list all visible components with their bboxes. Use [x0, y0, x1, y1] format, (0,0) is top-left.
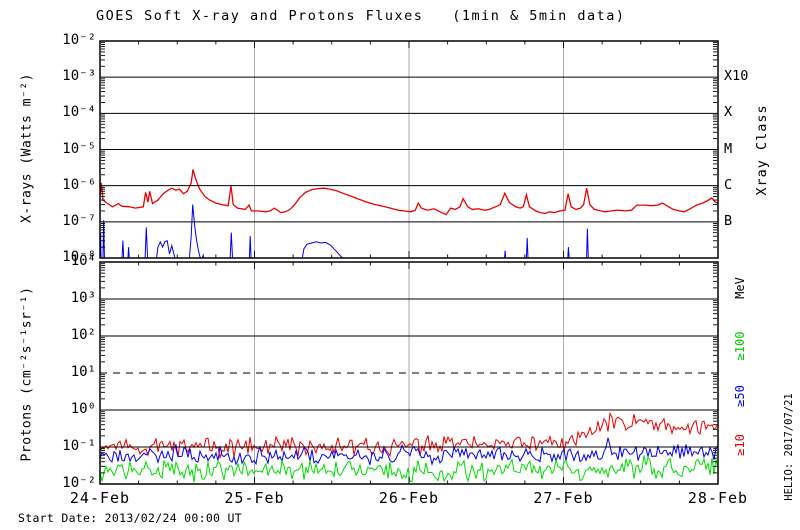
series-protons-ge100MeV	[100, 455, 718, 483]
xtick-label-27-Feb: 27-Feb	[533, 489, 594, 507]
xray-class-label-C: C	[724, 176, 733, 193]
ytick-label-proton-flux: 10⁴	[70, 253, 96, 269]
ytick-label-xray-flux: 10⁻⁷	[62, 212, 96, 229]
ytick-label-xray-flux: 10⁻⁴	[62, 104, 96, 121]
ytick-label-proton-flux: 10⁰	[70, 401, 96, 417]
proton-energy-label-ge10: ≥10	[733, 434, 747, 456]
ytick-label-xray-flux: 10⁻²	[62, 32, 96, 48]
xray-class-label-B: B	[724, 212, 733, 229]
panel-frame-proton-flux	[99, 261, 719, 485]
proton-energy-label-ge100: ≥100	[733, 331, 747, 361]
xtick-label-26-Feb: 26-Feb	[378, 489, 440, 507]
plot-title: GOES Soft X-ray and Protons Fluxes (1min…	[96, 8, 626, 24]
ytick-label-xray-flux: 10⁻³	[62, 68, 96, 85]
xray-class-label-M: M	[724, 140, 733, 157]
xray-class-axis-title: Xray Class	[754, 104, 770, 196]
xtick-label-28-Feb: 28-Feb	[687, 489, 749, 507]
ytick-label-xray-flux: 10⁻⁸	[62, 249, 96, 265]
ytick-label-proton-flux: 10⁻¹	[62, 438, 96, 454]
proton-energy-label-ge50: ≥50	[733, 385, 747, 407]
panel-frame-xray-flux	[99, 40, 719, 259]
helio-credit-label: HELIO: 2017/07/21	[783, 393, 795, 501]
ytick-label-proton-flux: 10³	[70, 290, 96, 306]
ytick-label-proton-flux: 10⁻²	[62, 475, 96, 491]
ytick-label-xray-flux: 10⁻⁶	[62, 176, 96, 193]
series-protons-ge50MeV	[100, 437, 718, 466]
series-xray-long-1-8A	[100, 169, 718, 216]
series-xray-short-05-4A	[100, 204, 589, 258]
mev-axis-title: MeV	[733, 277, 747, 299]
xtick-label-24-Feb: 24-Feb	[69, 489, 131, 507]
xtick-label-25-Feb: 25-Feb	[224, 489, 285, 507]
xray-class-label-X: X	[724, 104, 733, 121]
ytick-label-proton-flux: 10²	[70, 327, 96, 343]
start-date-label: Start Date: 2013/02/24 00:00 UT	[18, 511, 242, 525]
xray-axis-title: X-rays (Watts m⁻²)	[19, 73, 35, 223]
xray-class-label-X10: X10	[724, 68, 749, 85]
ytick-label-xray-flux: 10⁻⁵	[62, 140, 96, 157]
ytick-label-proton-flux: 10¹	[70, 364, 96, 380]
proton-axis-title: Protons (cm⁻²s⁻¹sr⁻¹)	[19, 286, 35, 462]
